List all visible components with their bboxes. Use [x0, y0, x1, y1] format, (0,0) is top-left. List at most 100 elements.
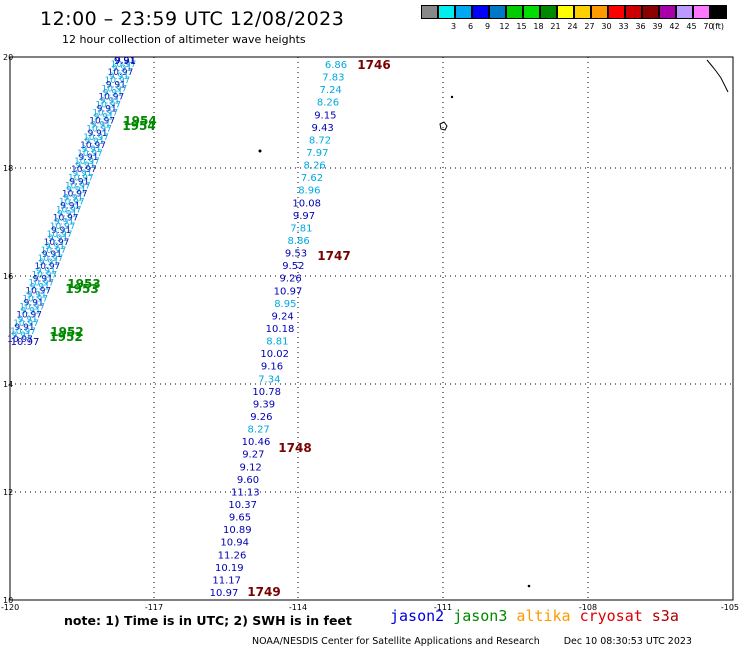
swh-value: 9.91 — [114, 56, 136, 67]
swh-value-dense: 10.97 — [95, 100, 121, 110]
satellite-cryosat: cryosat — [579, 607, 643, 625]
swh-value-dense: 9.91 — [78, 153, 98, 163]
swh-value: 10.97 — [274, 286, 303, 297]
legend-swatch — [472, 5, 489, 19]
pass-time-label-overlap: 1954 — [123, 114, 156, 128]
swh-value: 10.37 — [228, 500, 257, 511]
legend-label: 33 — [618, 22, 629, 31]
legend-label: 24 — [567, 22, 578, 31]
footer-timestamp: Dec 10 08:30:53 UTC 2023 — [563, 636, 692, 647]
swh-value: 10.89 — [223, 525, 252, 536]
swh-value-dense: 10.97 — [31, 270, 57, 280]
island — [258, 149, 262, 153]
swh-value-dense: 10.97 — [108, 68, 134, 78]
swh-value: 9.16 — [261, 362, 283, 373]
swh-value-dense: 10.97 — [44, 238, 70, 248]
swh-value: 11.17 — [212, 575, 241, 586]
swh-value: 8.96 — [298, 186, 320, 197]
swh-value-dense: 9.91 — [103, 88, 123, 98]
swh-value-dense: 9.91 — [106, 80, 126, 90]
legend-swatch — [523, 5, 540, 19]
legend-label: 30 — [601, 22, 612, 31]
swh-value: 9.27 — [242, 450, 264, 461]
swh-value-dense: 9.91 — [11, 331, 31, 341]
legend-unit: (ft) — [711, 22, 725, 31]
swh-value: 8.26 — [317, 98, 339, 109]
pass-time-label-overlap: 1953 — [67, 277, 100, 291]
swh-value-dense: 10.97 — [92, 109, 118, 119]
swh-value-dense: 10.97 — [7, 335, 33, 345]
pass-time-label: 1747 — [317, 249, 350, 263]
legend-swatch — [591, 5, 608, 19]
swh-value-dense: 9.91 — [94, 113, 114, 123]
swh-value: 7.62 — [301, 173, 323, 184]
swh-value: 10.97 — [11, 337, 40, 348]
swh-value-dense: 9.91 — [91, 121, 111, 131]
legend-swatch — [540, 5, 557, 19]
pass-time-label: 1748 — [278, 441, 311, 455]
legend-label: 18 — [533, 22, 544, 31]
legend-swatch — [574, 5, 591, 19]
legend-label: 9 — [484, 22, 491, 31]
swh-value: 7.83 — [322, 73, 344, 84]
legend-swatch — [489, 5, 506, 19]
swh-value-dense: 9.91 — [97, 105, 117, 115]
lon-tick-label: -108 — [579, 603, 597, 612]
satellite-legend: jason2 jason3 altika cryosat s3a — [390, 607, 688, 625]
legend-label: 36 — [635, 22, 646, 31]
satellite-jason3: jason3 — [453, 607, 508, 625]
swh-value-dense: 9.91 — [85, 137, 105, 147]
swh-value-dense: 9.91 — [60, 202, 80, 212]
swh-value-dense: 10.97 — [10, 327, 36, 337]
island — [439, 121, 448, 131]
legend-swatch — [438, 5, 455, 19]
swh-value-dense: 9.91 — [45, 242, 65, 252]
swh-value: 9.53 — [285, 249, 307, 260]
legend-swatch — [608, 5, 625, 19]
swh-value-dense: 10.97 — [77, 149, 103, 159]
swh-value-dense: 10.97 — [83, 133, 109, 143]
swh-value-dense: 10.97 — [50, 222, 76, 232]
swh-value: 9.60 — [237, 475, 259, 486]
swh-value-dense: 9.91 — [39, 258, 59, 268]
lat-tick-label: 10 — [3, 596, 13, 605]
swh-value-dense: 9.91 — [33, 274, 53, 284]
swh-value-dense: 10.97 — [19, 303, 45, 313]
swh-value-dense: 10.97 — [16, 311, 42, 321]
swh-value-dense: 9.91 — [42, 250, 62, 260]
legend-swatch — [642, 5, 659, 19]
swh-value-dense: 9.91 — [69, 177, 89, 187]
swh-value-dense: 9.91 — [112, 64, 132, 74]
swh-value-dense: 10.97 — [59, 198, 85, 208]
swh-value-dense: 10.97 — [71, 165, 97, 175]
swh-value-dense: 9.91 — [24, 299, 44, 309]
pass-time-label: 1749 — [247, 585, 280, 599]
swh-value: 9.24 — [272, 311, 294, 322]
swh-value: 8.86 — [288, 236, 310, 247]
swh-value: 7.24 — [320, 85, 342, 96]
swh-value-dense: 10.97 — [86, 125, 112, 135]
legend-swatch — [421, 5, 438, 19]
footer: NOAA/NESDIS Center for Satellite Applica… — [252, 636, 692, 647]
legend-swatch — [506, 5, 523, 19]
coastline — [706, 59, 729, 93]
swh-value-dense: 10.97 — [68, 173, 94, 183]
legend-swatch — [693, 5, 710, 19]
lon-tick-label: -105 — [721, 603, 739, 612]
swh-value: 7.97 — [306, 148, 328, 159]
legend-label: 45 — [686, 22, 697, 31]
legend-label: 3 — [450, 22, 457, 31]
swh-value: 11.13 — [231, 487, 260, 498]
legend-label: 39 — [652, 22, 663, 31]
swh-value-dense: 9.91 — [88, 129, 108, 139]
swh-value: 10.08 — [292, 198, 321, 209]
swh-value: 10.46 — [242, 437, 271, 448]
legend-label: 27 — [584, 22, 595, 31]
swh-value-dense: 9.91 — [57, 210, 77, 220]
legend-swatch — [455, 5, 472, 19]
pass-time-label: 1746 — [357, 58, 390, 72]
swh-value-dense: 10.97 — [80, 141, 106, 151]
swh-value: 8.26 — [304, 161, 326, 172]
swh-value: 9.97 — [293, 211, 315, 222]
map-subtitle: 12 hour collection of altimeter wave hei… — [62, 33, 306, 46]
